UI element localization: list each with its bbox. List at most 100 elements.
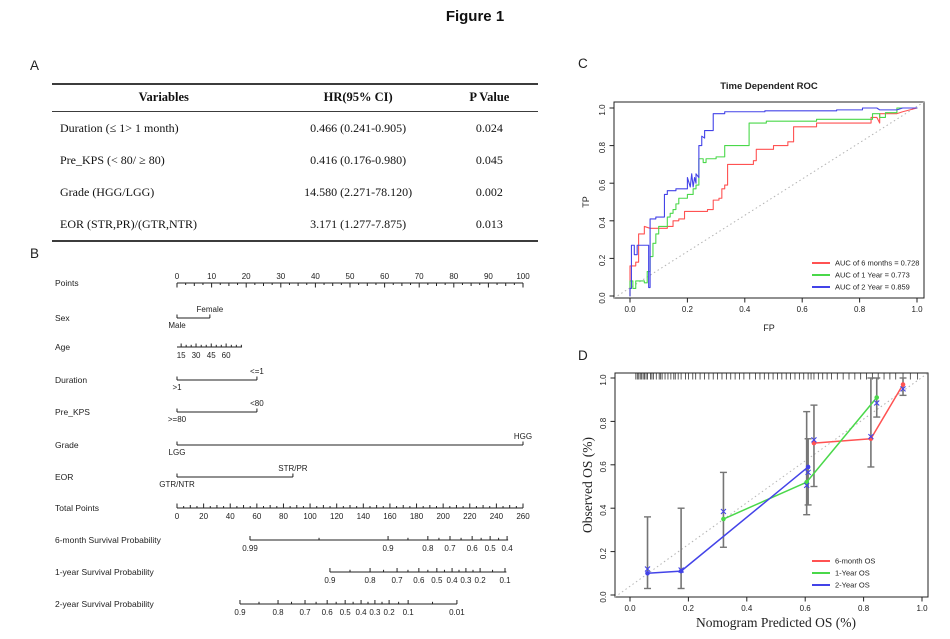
svg-text:Total Points: Total Points: [55, 503, 99, 513]
roc-plot: 0.0 0.2 0.4 0.6 0.8 1.0 0.0 0.2 0.4 0.6 0.8 1.0 Time…: [581, 81, 925, 333]
svg-text:<=1: <=1: [250, 367, 264, 376]
cell-p: 0.013: [475, 216, 503, 231]
svg-text:160: 160: [383, 512, 397, 521]
cell-hr: 0.416 (0.176-0.980): [310, 152, 407, 167]
svg-text:80: 80: [279, 512, 288, 521]
svg-text:Time Dependent ROC: Time Dependent ROC: [720, 81, 818, 92]
svg-text:0.2: 0.2: [682, 305, 694, 314]
svg-text:TP: TP: [581, 196, 591, 208]
svg-text:40: 40: [226, 512, 235, 521]
svg-text:1-year Survival Probability: 1-year Survival Probability: [55, 567, 154, 577]
svg-text:0.8: 0.8: [858, 604, 870, 613]
nomogram-plot: Points 0 10 20 30 40 50 60 70 80 90 100 Sex Female Mal…: [55, 272, 532, 617]
panel-label-c: C: [578, 56, 588, 71]
svg-text:60: 60: [380, 272, 389, 281]
svg-text:0.3: 0.3: [369, 608, 381, 617]
svg-text:1-Year OS: 1-Year OS: [835, 569, 870, 578]
svg-text:0.7: 0.7: [391, 576, 403, 585]
calibration-plot: 0.0 0.2 0.4 0.6 0.8 1.0 0.0 0.2 0.4 0.6 0.8 1.0 Nomo…: [580, 372, 929, 630]
svg-text:0.6: 0.6: [322, 608, 334, 617]
svg-text:0.99: 0.99: [242, 544, 258, 553]
svg-text:0.3: 0.3: [460, 576, 472, 585]
svg-text:Age: Age: [55, 342, 70, 352]
svg-text:220: 220: [463, 512, 477, 521]
svg-text:70: 70: [415, 272, 424, 281]
svg-text:0.9: 0.9: [324, 576, 336, 585]
svg-text:0.5: 0.5: [340, 608, 352, 617]
svg-text:0.4: 0.4: [447, 576, 459, 585]
svg-text:0.2: 0.2: [599, 547, 608, 559]
panel-label-d: D: [578, 348, 588, 363]
svg-text:30: 30: [192, 351, 201, 360]
svg-text:0.8: 0.8: [599, 417, 608, 429]
col-header-p-value: P Value: [440, 84, 538, 112]
svg-text:0.6: 0.6: [599, 461, 608, 473]
svg-text:0.6: 0.6: [467, 544, 479, 553]
col-header-hr-ci: HR(95% CI): [275, 84, 441, 112]
svg-text:AUC of 6 months = 0.728: AUC of 6 months = 0.728: [835, 259, 919, 268]
svg-text:HGG: HGG: [514, 432, 532, 441]
cell-variable: Grade (HGG/LGG): [60, 184, 155, 199]
svg-text:30: 30: [276, 272, 285, 281]
svg-text:0.0: 0.0: [624, 305, 636, 314]
svg-text:0.9: 0.9: [234, 608, 246, 617]
svg-text:Male: Male: [168, 321, 186, 330]
svg-text:0: 0: [175, 512, 180, 521]
svg-text:0.6: 0.6: [598, 179, 607, 191]
svg-text:240: 240: [490, 512, 504, 521]
table-row: EOR (STR,PR)/(GTR,NTR) 3.171 (1.277-7.87…: [52, 208, 538, 241]
svg-text:0.0: 0.0: [599, 591, 608, 603]
svg-text:10: 10: [207, 272, 216, 281]
svg-text:0.0: 0.0: [624, 604, 636, 613]
svg-text:1.0: 1.0: [911, 305, 923, 314]
svg-text:<80: <80: [250, 399, 264, 408]
cell-hr: 0.466 (0.241-0.905): [310, 120, 407, 135]
svg-text:90: 90: [484, 272, 493, 281]
cell-hr: 3.171 (1.277-7.875): [310, 216, 407, 231]
svg-text:0.4: 0.4: [741, 604, 753, 613]
svg-text:Sex: Sex: [55, 313, 70, 323]
cell-hr: 14.580 (2.271-78.120): [304, 184, 413, 199]
svg-text:Grade: Grade: [55, 440, 79, 450]
figure-title: Figure 1: [445, 8, 505, 25]
svg-text:120: 120: [330, 512, 344, 521]
col-header-variables: Variables: [52, 84, 276, 112]
svg-text:2-year Survival Probability: 2-year Survival Probability: [55, 599, 154, 609]
cell-variable: Duration (≤ 1> 1 month): [60, 120, 179, 135]
svg-text:100: 100: [303, 512, 317, 521]
svg-text:0.7: 0.7: [299, 608, 311, 617]
svg-text:2-Year OS: 2-Year OS: [835, 581, 870, 590]
svg-text:AUC of 1 Year = 0.773: AUC of 1 Year = 0.773: [835, 271, 910, 280]
svg-text:0.8: 0.8: [422, 544, 434, 553]
svg-text:Pre_KPS: Pre_KPS: [55, 407, 90, 417]
svg-text:60: 60: [222, 351, 231, 360]
svg-text:EOR: EOR: [55, 472, 73, 482]
cell-p: 0.024: [475, 120, 503, 135]
svg-text:0.01: 0.01: [449, 608, 465, 617]
svg-text:Female: Female: [197, 305, 224, 314]
svg-text:45: 45: [207, 351, 216, 360]
svg-text:0.7: 0.7: [444, 544, 456, 553]
svg-text:0.1: 0.1: [499, 576, 511, 585]
svg-text:60: 60: [252, 512, 261, 521]
svg-text:0.8: 0.8: [365, 576, 377, 585]
svg-text:0.4: 0.4: [356, 608, 368, 617]
svg-text:0.4: 0.4: [739, 305, 751, 314]
table-row: Duration (≤ 1> 1 month) 0.466 (0.241-0.9…: [52, 112, 538, 145]
svg-text:0.4: 0.4: [502, 544, 514, 553]
cell-p: 0.002: [475, 184, 503, 199]
svg-text:0.6: 0.6: [413, 576, 425, 585]
svg-text:6-month Survival Probability: 6-month Survival Probability: [55, 535, 162, 545]
hr-table: Variables HR(95% CI) P Value Duration (≤…: [52, 83, 538, 242]
svg-text:>=80: >=80: [168, 415, 187, 424]
svg-text:6-month OS: 6-month OS: [835, 557, 875, 566]
svg-text:0.6: 0.6: [800, 604, 812, 613]
panel-label-a: A: [30, 58, 40, 73]
svg-text:0.2: 0.2: [683, 604, 695, 613]
svg-text:0.2: 0.2: [475, 576, 487, 585]
panel-label-b: B: [30, 246, 40, 261]
svg-text:Observed OS (%): Observed OS (%): [580, 437, 595, 533]
svg-text:200: 200: [436, 512, 450, 521]
